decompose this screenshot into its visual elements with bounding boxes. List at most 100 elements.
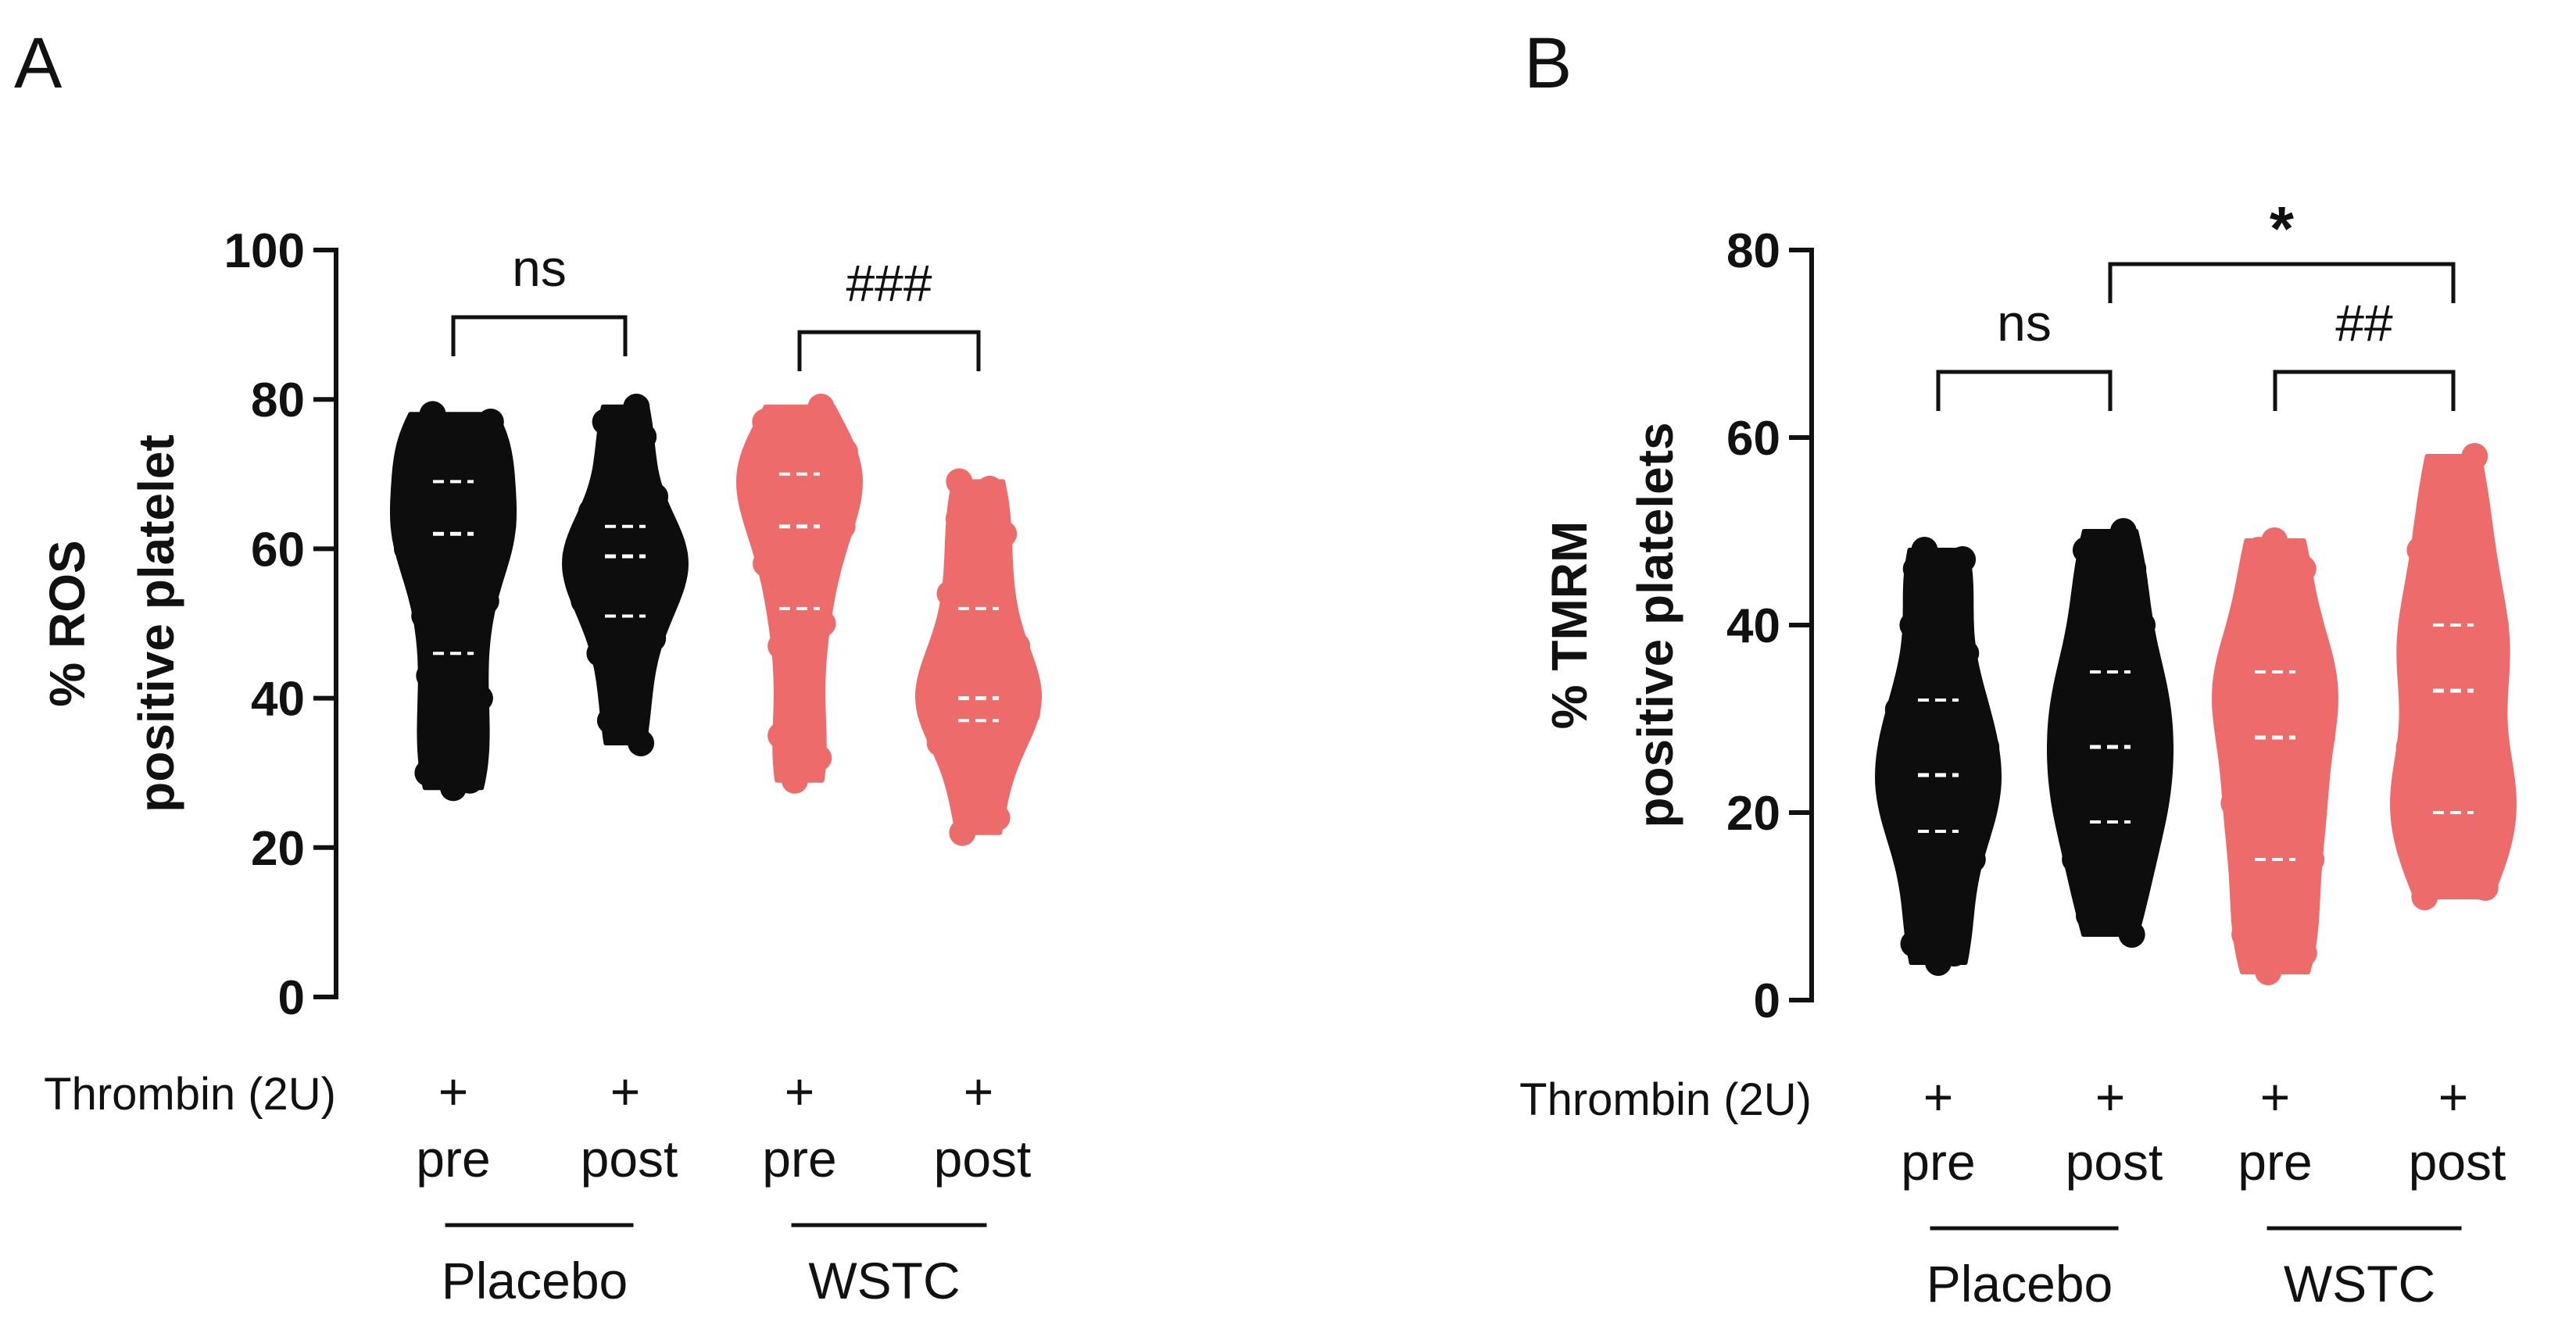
violin-placebo-post	[2047, 518, 2174, 948]
data-point	[623, 393, 650, 420]
bracket-label: *	[2270, 194, 2295, 263]
data-point	[2419, 677, 2446, 704]
violin-wstc-pre	[736, 393, 863, 794]
data-point	[469, 491, 496, 517]
data-point	[477, 408, 504, 435]
data-point	[2489, 781, 2517, 807]
data-point	[990, 520, 1018, 548]
data-point	[2120, 556, 2147, 582]
data-point	[2481, 612, 2509, 638]
y-tick-label: 0	[278, 971, 305, 1025]
y-tick-label: 80	[251, 373, 305, 427]
data-point	[993, 745, 1021, 772]
data-point	[2306, 677, 2334, 704]
data-point	[466, 684, 493, 712]
data-point	[948, 535, 975, 563]
violin-wstc-post	[915, 468, 1042, 846]
data-point	[954, 781, 982, 809]
y-tick-label: 100	[224, 224, 305, 278]
data-point	[445, 498, 473, 525]
data-point	[2131, 837, 2159, 863]
x-tick-label: pre	[2238, 1133, 2312, 1191]
data-point	[990, 722, 1018, 749]
data-point	[2137, 799, 2164, 826]
data-point	[1908, 865, 1935, 891]
plus-mark: +	[785, 1063, 815, 1120]
y-tick-label: 40	[251, 673, 305, 727]
data-point	[989, 595, 1016, 622]
group-label: WSTC	[2284, 1255, 2435, 1313]
bracket-label: ###	[846, 254, 932, 312]
data-point	[921, 662, 948, 689]
data-point	[472, 588, 499, 615]
data-point	[2052, 790, 2079, 816]
data-point	[2213, 687, 2241, 713]
x-tick-label: post	[934, 1130, 1032, 1188]
data-point	[983, 804, 1011, 831]
data-point	[809, 610, 836, 637]
data-point	[2439, 490, 2467, 516]
data-point	[2106, 771, 2133, 798]
data-point	[431, 558, 457, 585]
data-point	[810, 565, 837, 592]
data-point	[2062, 846, 2089, 873]
data-point	[571, 588, 598, 615]
plus-mark: +	[2438, 1068, 2469, 1126]
data-point	[2109, 518, 2137, 545]
data-point	[936, 580, 964, 607]
violin-placebo-pre	[1875, 537, 2002, 976]
panel-letter: B	[1524, 23, 1572, 103]
y-tick-label: 20	[1726, 787, 1780, 841]
data-point	[411, 602, 438, 630]
data-point	[578, 498, 605, 525]
y-tick-label: 40	[1726, 599, 1780, 653]
data-point	[451, 617, 478, 645]
data-point	[2063, 631, 2090, 657]
data-point	[2070, 687, 2098, 713]
data-point	[2089, 574, 2116, 601]
y-tick-label: 0	[1754, 974, 1780, 1028]
data-point	[2475, 715, 2503, 741]
data-point	[2076, 902, 2102, 929]
data-point	[1875, 762, 1902, 788]
data-point	[2141, 677, 2168, 704]
data-point	[752, 408, 779, 435]
data-point	[812, 416, 839, 443]
data-point	[1900, 931, 1927, 957]
data-point	[2272, 884, 2299, 910]
y-axis-label: % ROS	[39, 540, 95, 706]
data-point	[1941, 940, 1968, 966]
x-tick-label: pre	[762, 1130, 836, 1188]
y-axis-label: positive platelets	[1627, 422, 1683, 827]
plus-mark: +	[610, 1063, 641, 1120]
data-point	[2063, 743, 2091, 770]
significance-bracket: ###	[797, 254, 981, 372]
data-point	[2290, 940, 2317, 966]
data-point	[2424, 462, 2451, 488]
y-tick-label: 60	[251, 523, 305, 577]
data-point	[470, 527, 497, 555]
data-point	[572, 520, 599, 548]
data-point	[2220, 790, 2248, 816]
x-tick-label: post	[2066, 1133, 2163, 1191]
data-point	[2469, 752, 2496, 779]
data-point	[2291, 781, 2318, 807]
data-point	[1930, 715, 1957, 741]
data-point	[414, 759, 442, 787]
data-point	[596, 707, 624, 734]
data-point	[621, 573, 648, 600]
data-point	[2467, 556, 2495, 582]
data-point	[757, 431, 785, 458]
data-point	[753, 550, 779, 577]
data-point	[2248, 949, 2275, 976]
data-point	[1913, 781, 1941, 807]
data-point	[2392, 818, 2420, 845]
data-point	[915, 684, 943, 712]
y-tick-label: 60	[1726, 412, 1780, 466]
data-point	[2399, 649, 2426, 676]
data-point	[1890, 724, 1917, 751]
data-point	[964, 558, 992, 585]
data-point	[794, 692, 821, 720]
data-point	[2443, 762, 2470, 788]
